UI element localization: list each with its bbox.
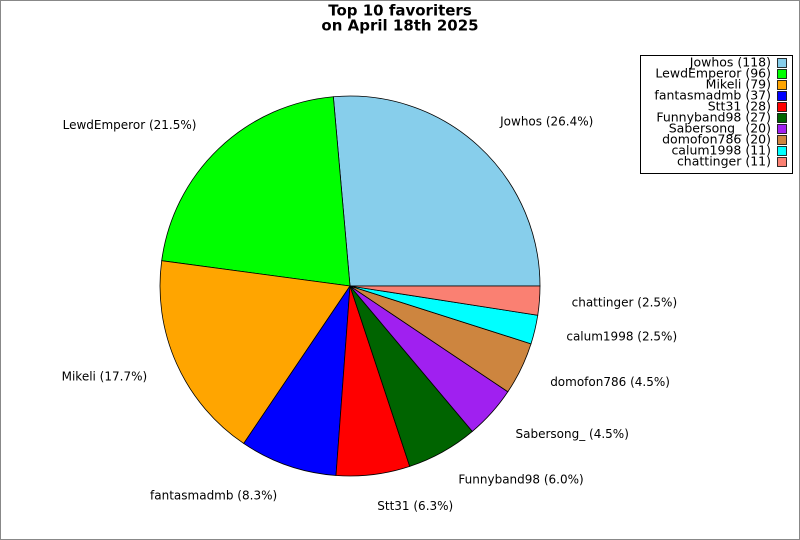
chart-subtitle: on April 18th 2025: [321, 17, 478, 35]
slice-label: Sabersong_ (4.5%): [516, 427, 629, 441]
legend-label: LewdEmperor (96): [655, 66, 771, 81]
legend-label: Sabersong_ (20): [669, 121, 771, 136]
pie-slice: [243, 284, 351, 476]
chart-title: Top 10 favoriters: [328, 2, 472, 20]
legend-swatch: [777, 135, 787, 145]
slice-label: chattinger (2.5%): [572, 296, 678, 310]
legend-swatch: [777, 102, 787, 112]
legend-box: [640, 55, 793, 174]
slice-label: Jowhos (26.4%): [499, 115, 593, 129]
legend-swatch: [777, 113, 787, 123]
legend-label: fantasmadmb (37): [654, 88, 771, 103]
legend-swatch: [777, 124, 787, 134]
slice-label: calum1998 (2.5%): [566, 330, 677, 344]
legend-label: Jowhos (118): [689, 55, 771, 70]
slice-label: Stt31 (6.3%): [377, 499, 453, 513]
slice-label: Mikeli (17.7%): [62, 369, 148, 383]
slice-label: Funnyband98 (6.0%): [458, 473, 583, 487]
pie-slice: [349, 285, 541, 316]
pie-slice: [161, 96, 351, 287]
legend-label: Stt31 (28): [708, 99, 771, 114]
legend-swatch: [777, 58, 787, 68]
slice-label: fantasmadmb (8.3%): [150, 489, 277, 503]
legend-label: Mikeli (79): [706, 77, 771, 92]
slice-label: LewdEmperor (21.5%): [63, 118, 197, 132]
legend-label: calum1998 (11): [671, 143, 771, 158]
pie-slice: [159, 260, 351, 445]
legend-label: domofon786 (20): [662, 132, 771, 147]
legend-label: chattinger (11): [677, 154, 771, 169]
pie-slice: [332, 95, 541, 287]
slice-label: domofon786 (4.5%): [550, 375, 670, 389]
legend-swatch: [777, 157, 787, 167]
legend-swatch: [777, 146, 787, 156]
legend-label: Funnyband98 (27): [656, 110, 771, 125]
legend-swatch: [777, 91, 787, 101]
legend-swatch: [777, 80, 787, 90]
legend-swatch: [777, 69, 787, 79]
